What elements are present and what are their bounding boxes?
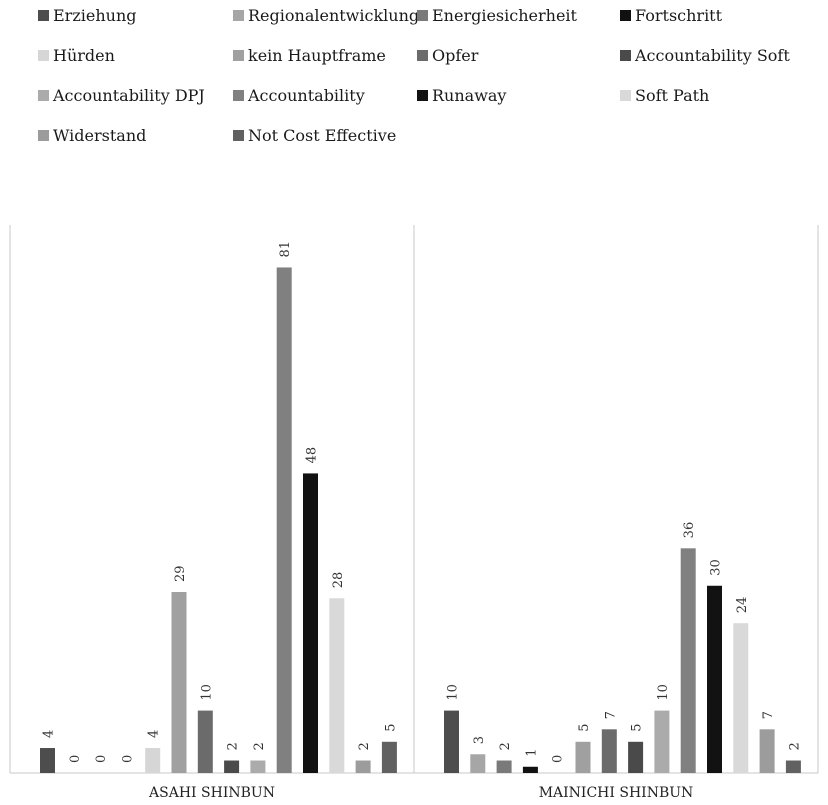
bar-mainichi-shinbun-fortschritt [522, 766, 538, 773]
data-label: 2 [498, 742, 513, 750]
bar-mainichi-shinbun-accountability-dpj [654, 710, 670, 773]
legend-swatch [38, 50, 49, 61]
legend-label: kein Hauptframe [248, 46, 386, 65]
legend-label: Regionalentwicklung [248, 6, 420, 25]
legend-item-fortschritt: Fortschritt [620, 6, 722, 25]
legend-swatch [620, 10, 631, 21]
legend-item-accountability-dpj: Accountability DPJ [38, 86, 205, 105]
legend-swatch [417, 90, 428, 101]
bar-mainichi-shinbun-kein-hauptframe [575, 741, 591, 773]
data-label: 4 [147, 730, 162, 738]
legend-item-runaway: Runaway [417, 86, 506, 105]
bar-mainichi-shinbun-widerstand [759, 729, 775, 773]
legend-label: Not Cost Effective [248, 126, 397, 145]
data-label: 3 [472, 736, 487, 744]
legend-label: Accountability Soft [635, 46, 790, 65]
legend-label: Accountability [248, 86, 365, 105]
legend-swatch [620, 90, 631, 101]
chart-legend: Erziehung Regionalentwicklung Energiesiche… [0, 0, 828, 160]
data-label: 28 [331, 572, 346, 589]
legend-label: Opfer [432, 46, 479, 65]
legend-item-h-rden: Hürden [38, 46, 115, 65]
bar-mainichi-shinbun-runaway [707, 585, 722, 773]
legend-swatch [233, 130, 244, 141]
data-label: 0 [120, 755, 135, 763]
legend-swatch [417, 50, 428, 61]
legend-label: Hürden [53, 46, 115, 65]
legend-swatch [38, 90, 49, 101]
data-label: 10 [199, 684, 214, 701]
legend-label: Energiesicherheit [432, 6, 577, 25]
bar-asahi-shinbun-accountability [276, 267, 292, 773]
legend-swatch [38, 130, 49, 141]
bar-asahi-shinbun-erziehung [40, 748, 55, 773]
legend-label: Accountability DPJ [53, 86, 205, 105]
bar-asahi-shinbun-accountability-soft [224, 760, 240, 773]
legend-swatch [38, 10, 49, 21]
data-label: 2 [787, 742, 802, 750]
bar-asahi-shinbun-opfer [197, 710, 213, 773]
legend-item-opfer: Opfer [417, 46, 478, 65]
data-label: 5 [383, 724, 398, 732]
data-label: 7 [603, 711, 618, 719]
legend-swatch [233, 90, 244, 101]
bar-asahi-shinbun-kein-hauptframe [171, 592, 187, 773]
legend-item-accountability: Accountability [233, 86, 365, 105]
data-label: 7 [761, 711, 776, 719]
legend-label: Fortschritt [635, 6, 723, 25]
data-label: 24 [735, 597, 750, 614]
bar-mainichi-shinbun-opfer [601, 729, 617, 773]
data-label: 0 [551, 755, 566, 763]
bar-mainichi-shinbun-accountability-soft [628, 741, 644, 773]
bar-mainichi-shinbun-not-cost-effective [785, 760, 801, 773]
legend-swatch [620, 50, 631, 61]
bar-asahi-shinbun-not-cost-effective [381, 741, 397, 773]
data-label: 1 [524, 748, 539, 756]
data-label: 2 [357, 742, 372, 750]
legend-label: Runaway [432, 86, 507, 105]
legend-swatch [233, 10, 244, 21]
legend-item-soft-path: Soft Path [620, 86, 709, 105]
category-label: ASAHI SHINBUN [148, 785, 275, 801]
data-label: 0 [68, 755, 83, 763]
data-label: 2 [226, 742, 241, 750]
legend-swatch [417, 10, 428, 21]
bar-asahi-shinbun-h-rden [145, 748, 161, 773]
bar-mainichi-shinbun-accountability [680, 548, 696, 773]
legend-item-energiesicherheit: Energiesicherheit [417, 6, 577, 25]
legend-item-regionalentwicklung: Regionalentwicklung [233, 6, 419, 25]
bar-asahi-shinbun-soft-path [329, 598, 345, 773]
bar-mainichi-shinbun-regionalentwicklung [470, 754, 486, 773]
bar-mainichi-shinbun-energiesicherheit [496, 760, 512, 773]
data-label: 30 [709, 559, 724, 576]
data-label: 81 [278, 241, 293, 258]
data-label: 5 [577, 724, 592, 732]
data-label: 10 [656, 684, 671, 701]
legend-item-kein-hauptframe: kein Hauptframe [233, 46, 386, 65]
legend-swatch [233, 50, 244, 61]
data-label: 0 [94, 755, 109, 763]
data-label: 2 [252, 742, 267, 750]
bar-asahi-shinbun-runaway [303, 473, 318, 773]
data-label: 10 [446, 684, 461, 701]
legend-item-erziehung: Erziehung [38, 6, 137, 25]
legend-item-widerstand: Widerstand [38, 126, 146, 145]
legend-item-not-cost-effective: Not Cost Effective [233, 126, 396, 145]
legend-label: Soft Path [635, 86, 710, 105]
legend-label: Erziehung [53, 6, 137, 25]
bar-asahi-shinbun-widerstand [355, 760, 371, 773]
data-label: 29 [173, 565, 188, 582]
bar-asahi-shinbun-accountability-dpj [250, 760, 266, 773]
data-label: 4 [42, 730, 57, 738]
data-label: 36 [682, 522, 697, 539]
data-label: 48 [305, 447, 320, 464]
data-label: 5 [630, 724, 645, 732]
bar-mainichi-shinbun-erziehung [444, 710, 459, 773]
legend-item-accountability-soft: Accountability Soft [620, 46, 790, 65]
bar-mainichi-shinbun-soft-path [733, 623, 749, 773]
legend-label: Widerstand [53, 126, 147, 145]
category-label: MAINICHI SHINBUN [539, 785, 694, 801]
